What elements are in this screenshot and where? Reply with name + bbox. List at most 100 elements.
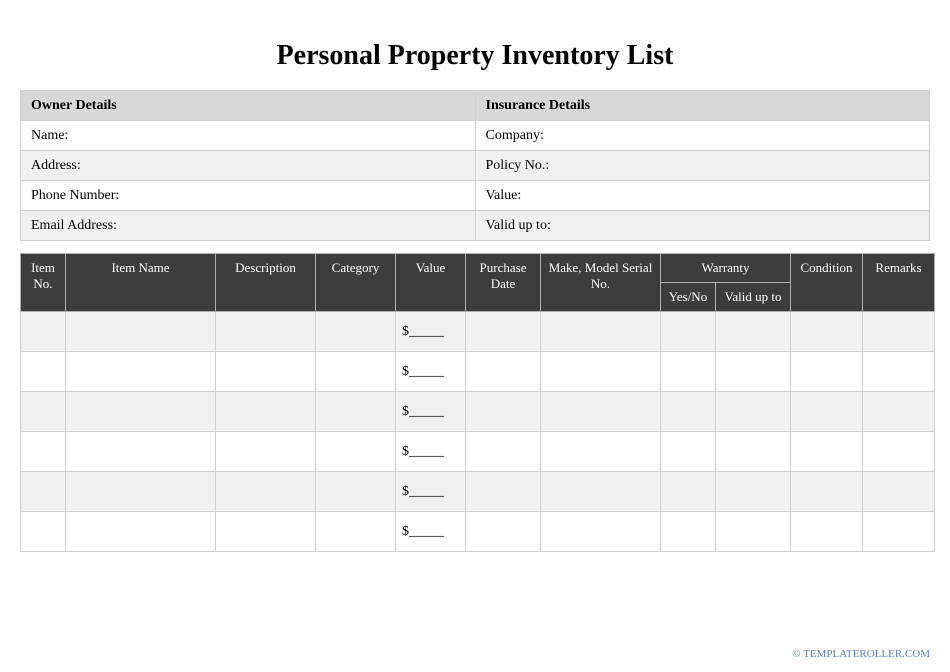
inventory-cell[interactable] <box>661 472 716 512</box>
inventory-cell[interactable] <box>216 472 316 512</box>
inventory-cell[interactable] <box>791 312 863 352</box>
inventory-cell[interactable] <box>791 352 863 392</box>
inventory-body: $_____$_____$_____$_____$_____$_____ <box>21 312 935 552</box>
col-condition: Condition <box>791 254 863 312</box>
inventory-cell[interactable] <box>21 512 66 552</box>
inventory-cell[interactable] <box>466 512 541 552</box>
inventory-cell[interactable] <box>863 352 935 392</box>
col-item-no: Item No. <box>21 254 66 312</box>
inventory-cell[interactable] <box>791 472 863 512</box>
col-description: Description <box>216 254 316 312</box>
inventory-table: Item No. Item Name Description Category … <box>20 253 935 552</box>
inventory-cell[interactable] <box>661 312 716 352</box>
inventory-cell[interactable] <box>21 472 66 512</box>
inventory-cell[interactable] <box>863 312 935 352</box>
inventory-row: $_____ <box>21 392 935 432</box>
details-row: Phone Number: Value: <box>21 181 930 211</box>
inventory-cell[interactable] <box>316 352 396 392</box>
inventory-cell[interactable] <box>21 352 66 392</box>
col-item-name: Item Name <box>66 254 216 312</box>
inventory-cell[interactable] <box>66 392 216 432</box>
inventory-cell[interactable] <box>661 352 716 392</box>
inventory-cell[interactable] <box>716 432 791 472</box>
inventory-cell[interactable] <box>661 432 716 472</box>
inventory-cell[interactable] <box>791 512 863 552</box>
inventory-cell[interactable]: $_____ <box>396 512 466 552</box>
inventory-cell[interactable] <box>863 512 935 552</box>
inventory-row: $_____ <box>21 512 935 552</box>
details-header-row: Owner Details Insurance Details <box>21 91 930 121</box>
inventory-cell[interactable] <box>66 472 216 512</box>
inventory-cell[interactable] <box>316 472 396 512</box>
insurance-valid-label: Valid up to: <box>475 211 930 241</box>
inventory-cell[interactable]: $_____ <box>396 432 466 472</box>
inventory-cell[interactable] <box>541 472 661 512</box>
inventory-cell[interactable] <box>716 392 791 432</box>
details-row: Email Address: Valid up to: <box>21 211 930 241</box>
owner-phone-label: Phone Number: <box>21 181 476 211</box>
owner-details-header: Owner Details <box>21 91 476 121</box>
owner-email-label: Email Address: <box>21 211 476 241</box>
inventory-cell[interactable] <box>466 312 541 352</box>
footer-credit: © TEMPLATEROLLER.COM <box>792 648 930 660</box>
col-purchase-date: Purchase Date <box>466 254 541 312</box>
col-warranty: Warranty <box>661 254 791 283</box>
inventory-cell[interactable] <box>216 432 316 472</box>
inventory-cell[interactable] <box>216 352 316 392</box>
inventory-cell[interactable] <box>466 352 541 392</box>
inventory-cell[interactable] <box>466 392 541 432</box>
inventory-cell[interactable] <box>466 472 541 512</box>
inventory-cell[interactable] <box>66 352 216 392</box>
inventory-cell[interactable] <box>716 352 791 392</box>
inventory-cell[interactable] <box>716 312 791 352</box>
insurance-company-label: Company: <box>475 121 930 151</box>
inventory-cell[interactable] <box>216 392 316 432</box>
col-remarks: Remarks <box>863 254 935 312</box>
inventory-cell[interactable] <box>66 432 216 472</box>
inventory-row: $_____ <box>21 432 935 472</box>
inventory-cell[interactable] <box>661 392 716 432</box>
inventory-cell[interactable]: $_____ <box>396 472 466 512</box>
inventory-cell[interactable] <box>21 392 66 432</box>
details-table: Owner Details Insurance Details Name: Co… <box>20 90 930 241</box>
inventory-cell[interactable] <box>216 312 316 352</box>
inventory-row: $_____ <box>21 312 935 352</box>
inventory-cell[interactable] <box>21 312 66 352</box>
inventory-cell[interactable] <box>716 512 791 552</box>
inventory-cell[interactable] <box>716 472 791 512</box>
details-row: Name: Company: <box>21 121 930 151</box>
inventory-cell[interactable]: $_____ <box>396 392 466 432</box>
inventory-cell[interactable] <box>316 512 396 552</box>
inventory-row: $_____ <box>21 352 935 392</box>
owner-address-label: Address: <box>21 151 476 181</box>
owner-name-label: Name: <box>21 121 476 151</box>
inventory-cell[interactable] <box>791 392 863 432</box>
inventory-cell[interactable] <box>541 392 661 432</box>
inventory-cell[interactable] <box>541 512 661 552</box>
inventory-cell[interactable] <box>66 512 216 552</box>
inventory-cell[interactable] <box>791 432 863 472</box>
inventory-cell[interactable] <box>863 432 935 472</box>
inventory-cell[interactable] <box>316 392 396 432</box>
inventory-cell[interactable] <box>466 432 541 472</box>
inventory-cell[interactable] <box>66 312 216 352</box>
inventory-cell[interactable] <box>21 432 66 472</box>
insurance-policy-label: Policy No.: <box>475 151 930 181</box>
col-value: Value <box>396 254 466 312</box>
inventory-cell[interactable]: $_____ <box>396 352 466 392</box>
inventory-cell[interactable] <box>863 472 935 512</box>
col-warranty-valid: Valid up to <box>716 283 791 312</box>
inventory-cell[interactable]: $_____ <box>396 312 466 352</box>
inventory-cell[interactable] <box>541 432 661 472</box>
inventory-cell[interactable] <box>863 392 935 432</box>
inventory-cell[interactable] <box>316 432 396 472</box>
details-row: Address: Policy No.: <box>21 151 930 181</box>
inventory-cell[interactable] <box>216 512 316 552</box>
inventory-cell[interactable] <box>541 312 661 352</box>
page-title: Personal Property Inventory List <box>20 40 930 72</box>
inventory-cell[interactable] <box>541 352 661 392</box>
inventory-row: $_____ <box>21 472 935 512</box>
inventory-cell[interactable] <box>661 512 716 552</box>
inventory-header-row-1: Item No. Item Name Description Category … <box>21 254 935 283</box>
inventory-cell[interactable] <box>316 312 396 352</box>
